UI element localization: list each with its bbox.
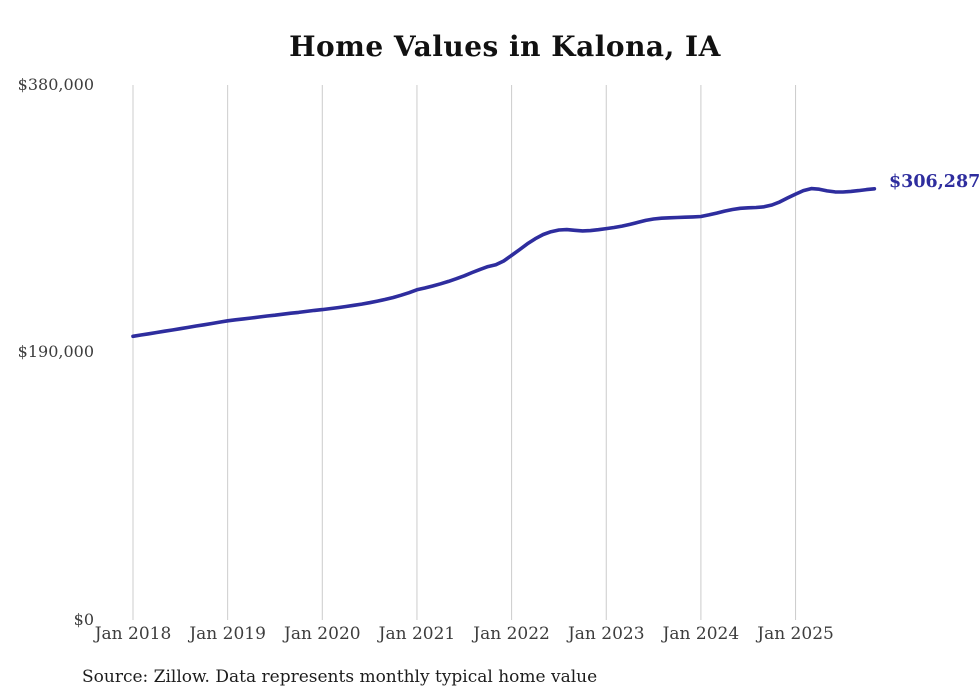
x-tick-label-jan-2019: Jan 2019 <box>189 624 266 644</box>
latest-value-label: $306,287 <box>889 172 980 192</box>
x-tick-label-jan-2021: Jan 2021 <box>378 624 456 644</box>
x-tick-label-jan-2020: Jan 2020 <box>284 624 361 644</box>
y-tick-label-380000: $380,000 <box>17 75 94 94</box>
x-tick-label-jan-2018: Jan 2018 <box>94 624 172 644</box>
y-tick-label-0: $0 <box>73 610 94 629</box>
x-tick-label-jan-2025: Jan 2025 <box>757 624 834 644</box>
x-tick-label-jan-2022: Jan 2022 <box>473 624 550 644</box>
y-tick-label-190000: $190,000 <box>17 342 94 361</box>
source-note: Source: Zillow. Data represents monthly … <box>82 667 598 687</box>
x-tick-label-jan-2024: Jan 2024 <box>662 624 740 644</box>
chart-title: Home Values in Kalona, IA <box>289 30 721 63</box>
home-value-line <box>131 186 877 339</box>
x-tick-label-jan-2023: Jan 2023 <box>567 624 645 644</box>
gridlines <box>132 85 797 620</box>
